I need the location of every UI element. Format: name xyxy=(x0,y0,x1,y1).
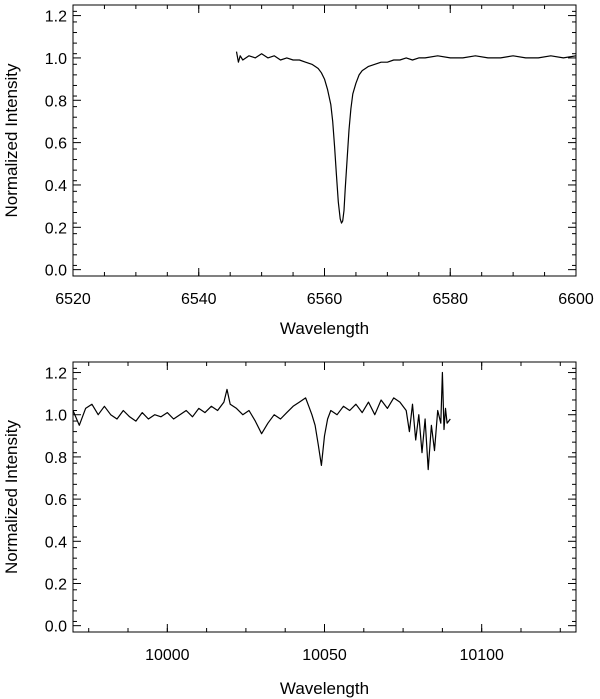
y-tick-label: 0.2 xyxy=(45,576,67,593)
y-tick-label: 1.2 xyxy=(45,366,67,383)
y-tick-label: 0.0 xyxy=(45,263,67,280)
plot-frame xyxy=(72,361,577,633)
x-tick-label: 6600 xyxy=(558,291,594,308)
top-spectrum-panel: 6520 6540 6560 6580 6600 0.0 0.2 0.4 0.6 0.8 1.0 1.… xyxy=(2,4,594,338)
x-axis-title: Wavelength xyxy=(280,319,369,338)
y-tick-label: 0.6 xyxy=(45,136,67,153)
y-tick-label: 0.8 xyxy=(45,450,67,467)
x-tick-label: 6560 xyxy=(307,291,343,308)
y-tick-label: 0.6 xyxy=(45,492,67,509)
y-tick-label: 1.2 xyxy=(45,9,67,26)
y-tick-label: 1.0 xyxy=(45,408,67,425)
y-tick-label: 0.0 xyxy=(45,619,67,636)
x-axis-title: Wavelength xyxy=(280,679,369,698)
x-tick-label: 6580 xyxy=(432,291,468,308)
x-tick-label: 6540 xyxy=(181,291,217,308)
plot-frame xyxy=(72,4,577,277)
spectrum-line xyxy=(72,371,451,471)
y-tick-label: 0.4 xyxy=(45,178,67,195)
y-axis-title: Normalized Intensity xyxy=(2,420,21,575)
x-tick-label: 6520 xyxy=(55,291,91,308)
y-tick-label: 0.2 xyxy=(45,220,67,237)
y-axis-title: Normalized Intensity xyxy=(2,63,21,218)
x-tick-label: 10050 xyxy=(302,647,347,664)
x-tick-label: 10100 xyxy=(459,647,504,664)
bottom-spectrum-panel: 10000 10050 10100 0.0 0.2 0.4 0.6 0.8 1.0 1.2 Wave… xyxy=(2,361,577,698)
spectrum-line xyxy=(235,51,577,224)
y-tick-label: 1.0 xyxy=(45,51,67,68)
y-tick-label: 0.8 xyxy=(45,93,67,110)
y-tick-label: 0.4 xyxy=(45,534,67,551)
x-tick-label: 10000 xyxy=(145,647,190,664)
